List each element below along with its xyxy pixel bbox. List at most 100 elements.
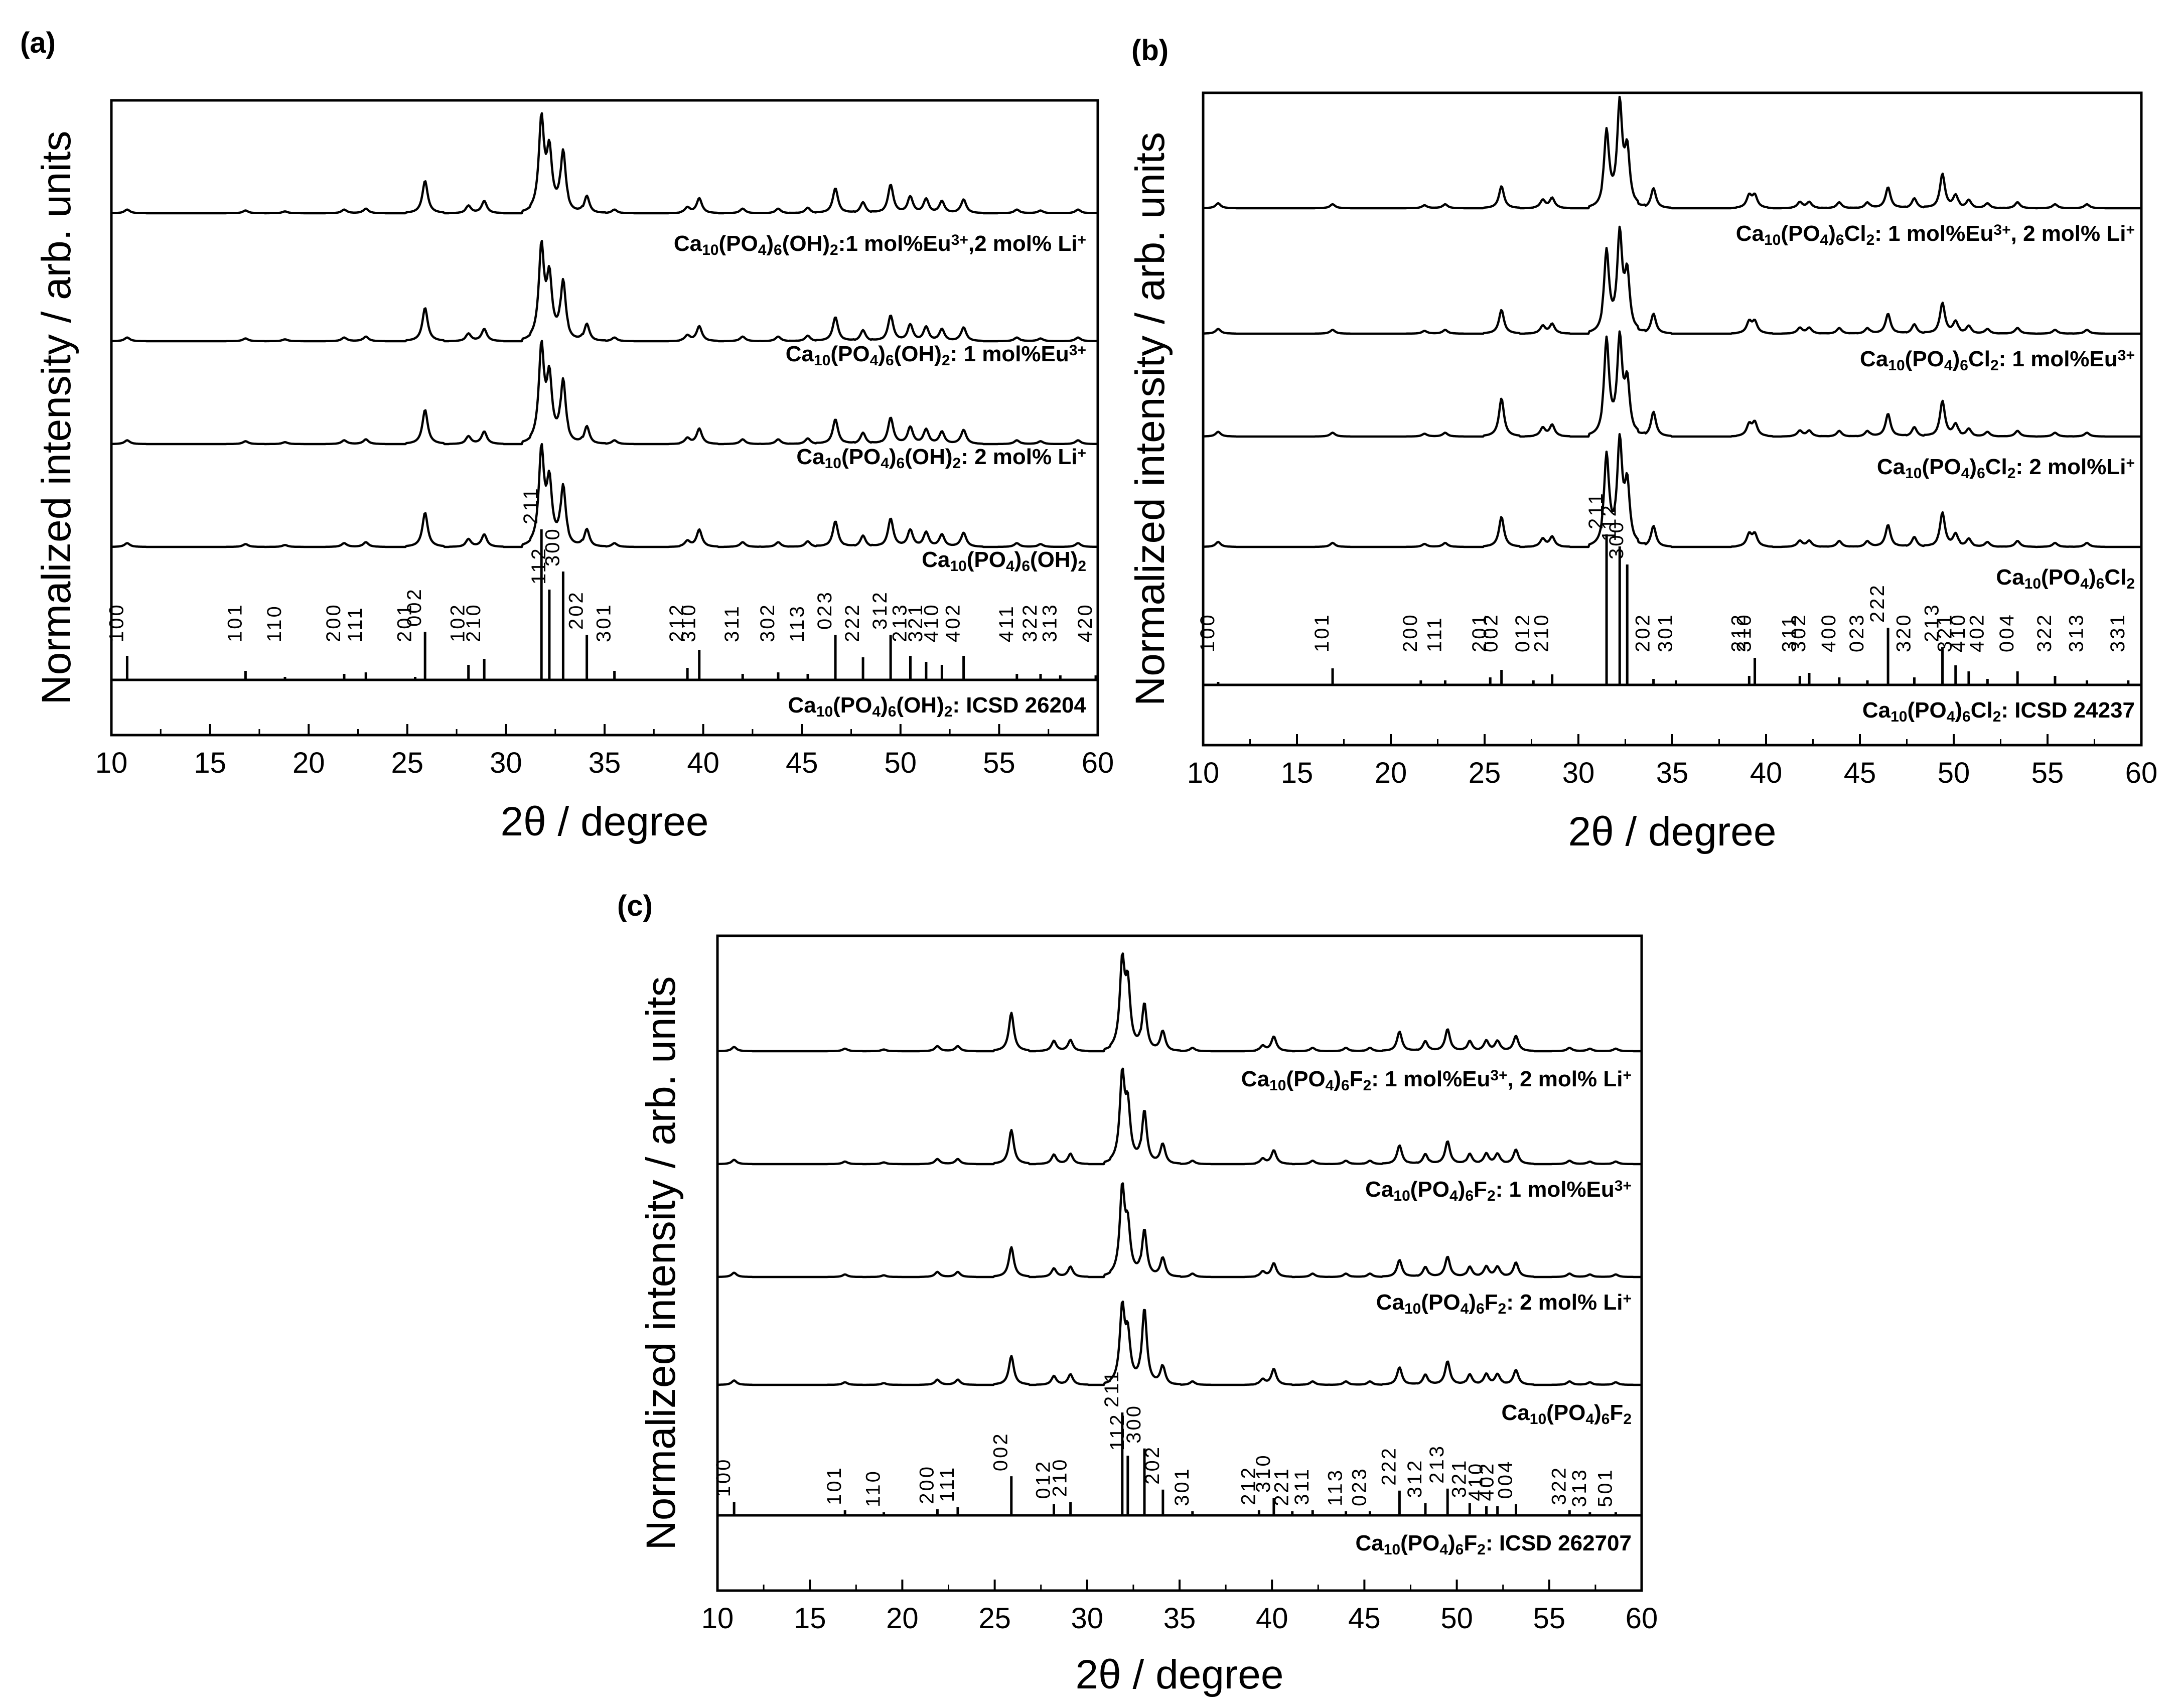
hkl-label: 201 xyxy=(394,603,416,642)
x-tick-label: 25 xyxy=(1469,757,1501,789)
x-tick-label: 15 xyxy=(1281,757,1314,789)
x-tick-label: 50 xyxy=(1938,757,1970,789)
hkl-label: 002 xyxy=(403,587,425,627)
hkl-label: 210 xyxy=(463,603,485,642)
x-tick-label: 20 xyxy=(1375,757,1407,789)
series-label: Ca10(PO4)6(OH)2 xyxy=(922,547,1086,575)
hkl-label: 112 xyxy=(1106,1412,1128,1451)
x-tick-label: 45 xyxy=(786,747,818,779)
x-tick-label: 30 xyxy=(1071,1602,1104,1635)
hkl-label: 300 xyxy=(1606,520,1628,559)
x-tick-label: 20 xyxy=(886,1602,919,1635)
hkl-label: 322 xyxy=(1548,1466,1570,1505)
hkl-label: 213 xyxy=(1426,1444,1448,1484)
x-tick-label: 40 xyxy=(687,747,719,779)
hkl-label: 312 xyxy=(869,590,891,630)
x-tick-label: 55 xyxy=(983,747,1015,779)
hkl-label: 101 xyxy=(1311,613,1333,652)
hkl-label: 312 xyxy=(1404,1459,1426,1498)
x-tick-label: 40 xyxy=(1750,757,1783,789)
hkl-label: 222 xyxy=(1378,1446,1400,1486)
hkl-label: 300 xyxy=(1123,1404,1145,1444)
hkl-label: 023 xyxy=(1348,1467,1370,1506)
hkl-label: 201 xyxy=(1469,613,1491,652)
x-tick-label: 25 xyxy=(978,1602,1011,1635)
series-line xyxy=(718,1182,1641,1278)
series-label: Ca10(PO4)6F2 xyxy=(1502,1400,1632,1428)
hkl-label: 310 xyxy=(1252,1453,1274,1493)
x-tick-label: 10 xyxy=(1187,757,1220,789)
hkl-label: 313 xyxy=(1039,603,1061,642)
x-tick-label: 60 xyxy=(1626,1602,1658,1635)
hkl-label: 112 xyxy=(1598,503,1620,541)
x-tick-label: 35 xyxy=(589,747,621,779)
hkl-label: 113 xyxy=(786,604,808,642)
hkl-label: 101 xyxy=(224,603,246,642)
hkl-label: 313 xyxy=(1568,1468,1590,1507)
hkl-label: 322 xyxy=(2033,613,2056,652)
x-axis-title: 2θ / degree xyxy=(1568,809,1777,855)
reference-label: Ca10(PO4)6(OH)2: ICSD 26204 xyxy=(788,693,1087,720)
hkl-label: 113 xyxy=(1325,1468,1347,1506)
series-line xyxy=(718,1300,1641,1386)
hkl-label: 100 xyxy=(1197,613,1219,652)
hkl-label: 402 xyxy=(942,603,964,642)
x-tick-label: 40 xyxy=(1256,1602,1288,1635)
x-tick-label: 10 xyxy=(95,747,128,779)
hkl-label: 111 xyxy=(1423,616,1445,652)
panel-label: (c) xyxy=(617,890,653,922)
series-line xyxy=(112,239,1097,343)
hkl-label: 211 xyxy=(1101,1369,1123,1407)
hkl-label: 012 xyxy=(1032,1460,1054,1499)
series-line xyxy=(718,1067,1641,1166)
series-label: Ca10(PO4)6Cl2: 1 mol%Eu3+ xyxy=(1860,347,2135,374)
panel-c: (c) 10 15 20 25 30 35 40 45 50 55 60 2θ / degree Norm… xyxy=(617,890,1658,1697)
hkl-label: 200 xyxy=(916,1465,938,1504)
series-line xyxy=(1204,330,2141,438)
x-tick-label: 50 xyxy=(885,747,917,779)
series-line xyxy=(112,340,1097,446)
hkl-label: 200 xyxy=(1399,613,1421,652)
hkl-label: 301 xyxy=(593,603,615,642)
panel-b: (b) 10 15 20 25 30 35 40 45 50 55 60 2θ / degree Norm… xyxy=(1127,34,2157,855)
hkl-label: 102 xyxy=(447,603,469,642)
series-line xyxy=(1204,433,2141,548)
x-tick-label: 60 xyxy=(1082,747,1114,779)
panel-a: (a) 10 15 20 25 30 35 40 45 50 55 60 2θ / degree Norm… xyxy=(20,27,1114,844)
series-label: Ca10(PO4)6F2: 1 mol%Eu3+, 2 mol% Li+ xyxy=(1241,1067,1632,1094)
series-line xyxy=(1204,95,2141,210)
panel-label: (b) xyxy=(1131,34,1169,67)
panel-label: (a) xyxy=(20,27,56,59)
series-label: Ca10(PO4)6(OH)2: 2 mol% Li+ xyxy=(796,445,1086,472)
x-tick-label: 10 xyxy=(701,1602,734,1635)
hkl-label: 212 xyxy=(1237,1466,1259,1505)
hkl-label: 202 xyxy=(1632,613,1654,652)
hkl-label: 302 xyxy=(757,603,779,642)
hkl-label: 112 xyxy=(528,546,550,585)
hkl-label: 202 xyxy=(1141,1445,1163,1485)
hkl-label: 310 xyxy=(678,603,700,642)
hkl-label: 331 xyxy=(2107,613,2129,652)
hkl-label: 321 xyxy=(1934,613,1956,652)
hkl-label: 210 xyxy=(1049,1458,1071,1497)
hkl-label: 004 xyxy=(1996,613,2018,652)
series-label: Ca10(PO4)6F2: 2 mol% Li+ xyxy=(1376,1290,1632,1317)
series-label: Ca10(PO4)6Cl2 xyxy=(1996,565,2135,592)
series-line xyxy=(718,952,1641,1053)
x-tick-label: 25 xyxy=(391,747,424,779)
hkl-label: 402 xyxy=(1966,613,1988,652)
hkl-label: 321 xyxy=(1448,1459,1470,1498)
hkl-label: 321 xyxy=(905,603,927,642)
series-label: Ca10(PO4)6F2: 1 mol%Eu3+ xyxy=(1365,1177,1632,1204)
hkl-label: 002 xyxy=(1480,613,1502,652)
x-axis-title: 2θ / degree xyxy=(1076,1652,1284,1697)
hkl-label: 322 xyxy=(1019,603,1041,642)
hkl-label: 410 xyxy=(1465,1462,1487,1501)
hkl-label: 411 xyxy=(995,604,1017,642)
y-axis-title: Normalized intensity / arb. units xyxy=(638,976,684,1550)
hkl-label: 221 xyxy=(1271,1467,1293,1506)
hkl-label: 002 xyxy=(990,1432,1012,1471)
hkl-label: 211 xyxy=(520,486,542,524)
hkl-label: 501 xyxy=(1594,1468,1616,1507)
